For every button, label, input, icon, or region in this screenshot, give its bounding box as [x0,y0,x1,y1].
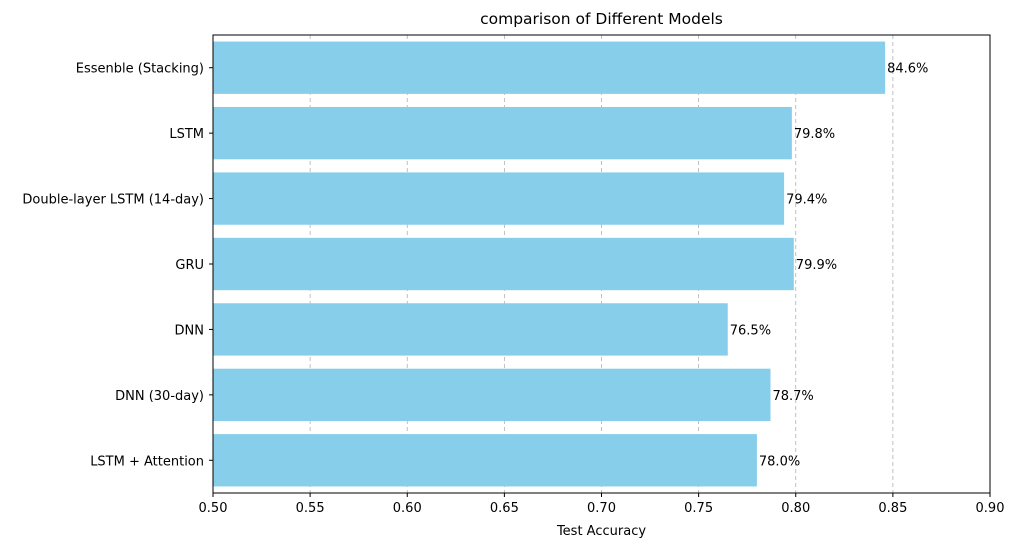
bar [213,106,792,160]
category-label: LSTM + Attention [90,454,204,469]
category-label: DNN (30-day) [115,389,204,404]
x-tick-label: 0.50 [199,501,228,516]
x-tick-label: 0.80 [781,501,810,516]
data-label: 84.6% [887,62,928,77]
category-label: GRU [175,258,204,273]
chart-title: comparison of Different Models [480,10,723,28]
bar [213,41,886,94]
x-tick-label: 0.60 [393,501,422,516]
data-label: 79.4% [786,193,827,208]
data-label: 78.0% [759,454,800,469]
category-label: Essenble (Stacking) [76,62,204,77]
data-label: 79.9% [796,258,837,273]
x-tick-label: 0.55 [296,501,325,516]
x-axis-label: Test Accuracy [556,524,646,539]
bar [213,172,785,225]
x-tick-label: 0.70 [587,501,616,516]
x-axis-ticks: 0.50 0.55 0.60 0.65 0.70 0.75 0.80 0.85 0.90 [199,493,1005,516]
bar [213,237,794,291]
x-tick-label: 0.85 [878,501,907,516]
data-label: 79.8% [794,127,835,142]
bars [213,41,886,487]
bar [213,434,757,487]
x-tick-label: 0.75 [684,501,713,516]
category-label: LSTM [169,127,204,142]
category-label: Double-layer LSTM (14-day) [22,193,204,208]
y-axis-ticks: Essenble (Stacking) LSTM Double-layer LSTM… [22,62,213,469]
x-tick-label: 0.65 [490,501,519,516]
data-labels: 84.6% 79.8% 79.4% 79.9% 76.5% 78.7% 78.0% [730,62,929,470]
bar [213,303,728,356]
data-label: 76.5% [730,323,771,338]
bar [213,368,771,422]
x-tick-label: 0.90 [976,501,1005,516]
data-label: 78.7% [772,389,813,404]
category-label: DNN [175,323,204,338]
